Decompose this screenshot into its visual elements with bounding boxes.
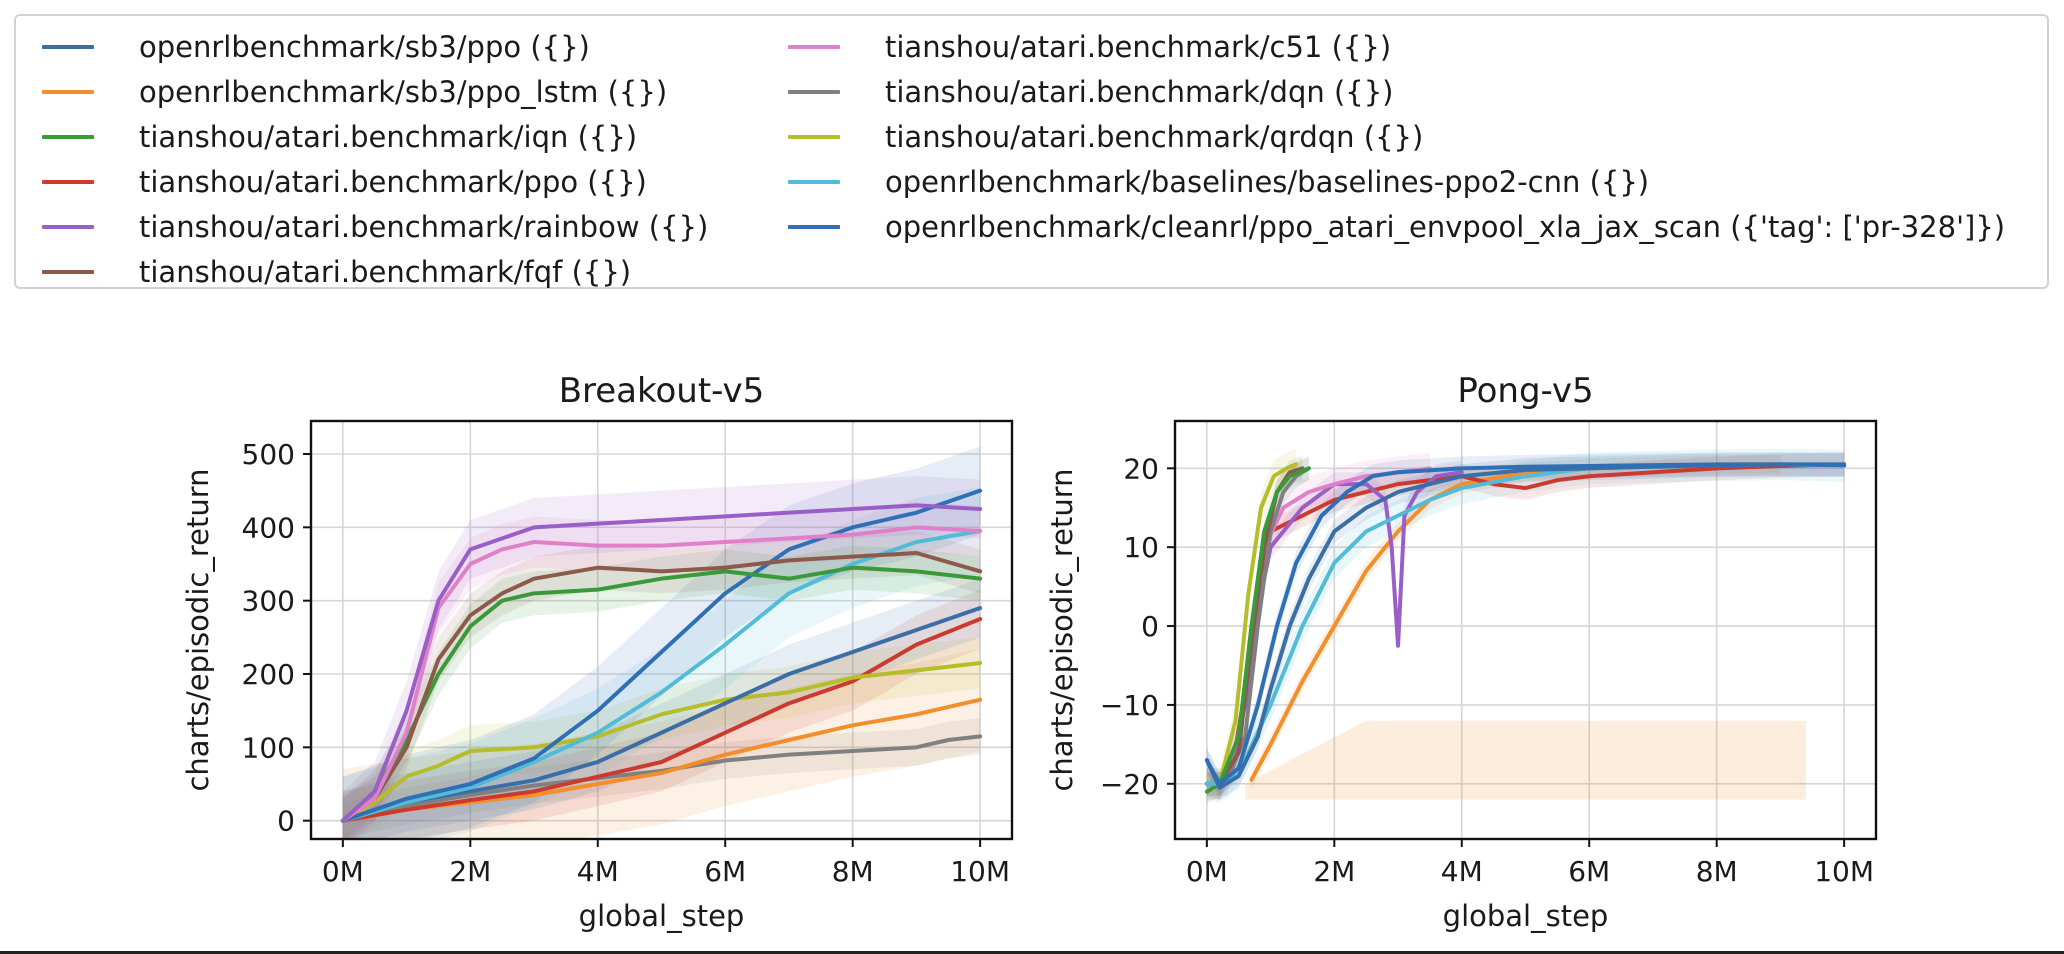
x-tick-label: 6M bbox=[704, 855, 746, 888]
legend-swatch bbox=[788, 44, 840, 49]
legend-label: tianshou/atari.benchmark/c51 ({}) bbox=[885, 29, 1392, 64]
legend-label: openrlbenchmark/sb3/ppo_lstm ({}) bbox=[139, 74, 668, 109]
legend-item: openrlbenchmark/sb3/ppo ({}) bbox=[42, 24, 708, 69]
legend-label: tianshou/atari.benchmark/rainbow ({}) bbox=[139, 209, 709, 244]
band-c51 bbox=[342, 501, 981, 839]
x-tick-label: 2M bbox=[449, 855, 491, 888]
series-line-sb3_ppo bbox=[340, 606, 983, 823]
y-axis-label: charts/episodic_return bbox=[181, 468, 215, 791]
series-line-cleanrl bbox=[1204, 462, 1847, 786]
band-qrdqn bbox=[342, 637, 981, 839]
series-group bbox=[1204, 448, 1847, 804]
x-tick-label: 8M bbox=[832, 855, 874, 888]
series-group bbox=[340, 446, 983, 839]
legend-item: tianshou/atari.benchmark/fqf ({}) bbox=[42, 249, 708, 294]
series-line-iqn bbox=[1204, 466, 1311, 794]
legend-item: openrlbenchmark/sb3/ppo_lstm ({}) bbox=[42, 69, 708, 114]
y-axis-label: charts/episodic_return bbox=[1045, 468, 1079, 791]
legend-label: openrlbenchmark/sb3/ppo ({}) bbox=[139, 29, 590, 64]
series-line-qrdqn bbox=[340, 661, 983, 823]
legend-item: tianshou/atari.benchmark/iqn ({}) bbox=[42, 114, 708, 159]
legend-swatch bbox=[42, 224, 94, 229]
x-tick-label: 0M bbox=[322, 855, 364, 888]
x-tick-label: 4M bbox=[577, 855, 619, 888]
band-qrdqn bbox=[1206, 448, 1297, 800]
pong-plot: 0M 2M 4M 6M 8M 10M −20 −10 0 10 20 Pong-v5 global_st… bbox=[1045, 371, 1878, 933]
x-tick-label: 6M bbox=[1568, 855, 1610, 888]
series-line-cleanrl bbox=[340, 488, 983, 823]
legend-label: openrlbenchmark/baselines/baselines-ppo2… bbox=[885, 164, 1650, 199]
legend-item: tianshou/atari.benchmark/rainbow ({}) bbox=[42, 204, 708, 249]
legend-label: tianshou/atari.benchmark/iqn ({}) bbox=[139, 119, 638, 154]
chart-title: Breakout-v5 bbox=[559, 371, 765, 411]
x-tick-label: 0M bbox=[1186, 855, 1228, 888]
breakout-plot: 0M 2M 4M 6M 8M 10M 0 100 200 300 400 500 Breakout-v5… bbox=[181, 371, 1014, 933]
band-iqn bbox=[342, 545, 981, 839]
band-cleanrl bbox=[342, 446, 981, 839]
y-tick-label: 0 bbox=[1141, 610, 1159, 643]
chart-title: Pong-v5 bbox=[1457, 371, 1593, 411]
legend-item: tianshou/atari.benchmark/dqn ({}) bbox=[788, 69, 2005, 114]
legend-swatch bbox=[788, 89, 840, 94]
band-dqn bbox=[342, 718, 981, 839]
legend-swatch bbox=[788, 224, 840, 229]
y-tick-label: 20 bbox=[1123, 452, 1159, 485]
x-tick-label: 8M bbox=[1696, 855, 1738, 888]
x-tick-label: 10M bbox=[950, 855, 1010, 888]
y-tick-label: −20 bbox=[1100, 768, 1159, 801]
x-tick-label: 4M bbox=[1441, 855, 1483, 888]
y-tick-label: 0 bbox=[277, 805, 295, 838]
x-axis-label: global_step bbox=[1443, 899, 1609, 933]
legend-item: openrlbenchmark/baselines/baselines-ppo2… bbox=[788, 159, 2005, 204]
legend-swatch bbox=[42, 134, 94, 139]
y-tick-label: −10 bbox=[1100, 689, 1159, 722]
legend-column-right: tianshou/atari.benchmark/c51 ({}) tiansh… bbox=[788, 24, 2005, 249]
legend-item: tianshou/atari.benchmark/c51 ({}) bbox=[788, 24, 2005, 69]
series-line-rainbow bbox=[340, 503, 983, 823]
series-line-fqf bbox=[340, 551, 983, 823]
axes-frame bbox=[1173, 419, 1878, 841]
x-tick-label: 10M bbox=[1814, 855, 1874, 888]
legend: openrlbenchmark/sb3/ppo ({}) openrlbench… bbox=[14, 14, 2049, 289]
y-tick-label: 500 bbox=[242, 438, 295, 471]
legend-swatch bbox=[42, 89, 94, 94]
bottom-border bbox=[0, 951, 2064, 954]
x-axis-label: global_step bbox=[579, 899, 745, 933]
legend-item: tianshou/atari.benchmark/qrdqn ({}) bbox=[788, 114, 2005, 159]
legend-item: openrlbenchmark/cleanrl/ppo_atari_envpoo… bbox=[788, 204, 2005, 249]
legend-item: tianshou/atari.benchmark/ppo ({}) bbox=[42, 159, 708, 204]
legend-swatch bbox=[42, 269, 94, 274]
band-fqf bbox=[342, 531, 981, 839]
legend-swatch bbox=[42, 44, 94, 49]
y-tick-label: 200 bbox=[242, 658, 295, 691]
legend-label: tianshou/atari.benchmark/dqn ({}) bbox=[885, 74, 1394, 109]
legend-column-left: openrlbenchmark/sb3/ppo ({}) openrlbench… bbox=[42, 24, 708, 294]
y-tick-label: 400 bbox=[242, 511, 295, 544]
series-line-ppo bbox=[340, 617, 983, 823]
band-baselines bbox=[1206, 448, 1845, 800]
legend-swatch bbox=[788, 179, 840, 184]
legend-swatch bbox=[788, 134, 840, 139]
y-tick-label: 100 bbox=[242, 731, 295, 764]
y-tick-label: 300 bbox=[242, 585, 295, 618]
legend-label: tianshou/atari.benchmark/fqf ({}) bbox=[139, 254, 632, 289]
series-line-c51 bbox=[340, 525, 983, 823]
legend-label: openrlbenchmark/cleanrl/ppo_atari_envpoo… bbox=[885, 209, 2006, 244]
y-tick-label: 10 bbox=[1123, 531, 1159, 564]
shaded-region bbox=[1245, 720, 1806, 800]
legend-label: tianshou/atari.benchmark/qrdqn ({}) bbox=[885, 119, 1424, 154]
legend-swatch bbox=[42, 179, 94, 184]
band-rainbow bbox=[342, 476, 981, 839]
legend-label: tianshou/atari.benchmark/ppo ({}) bbox=[139, 164, 647, 199]
x-tick-label: 2M bbox=[1313, 855, 1355, 888]
axes-frame bbox=[309, 419, 1014, 841]
